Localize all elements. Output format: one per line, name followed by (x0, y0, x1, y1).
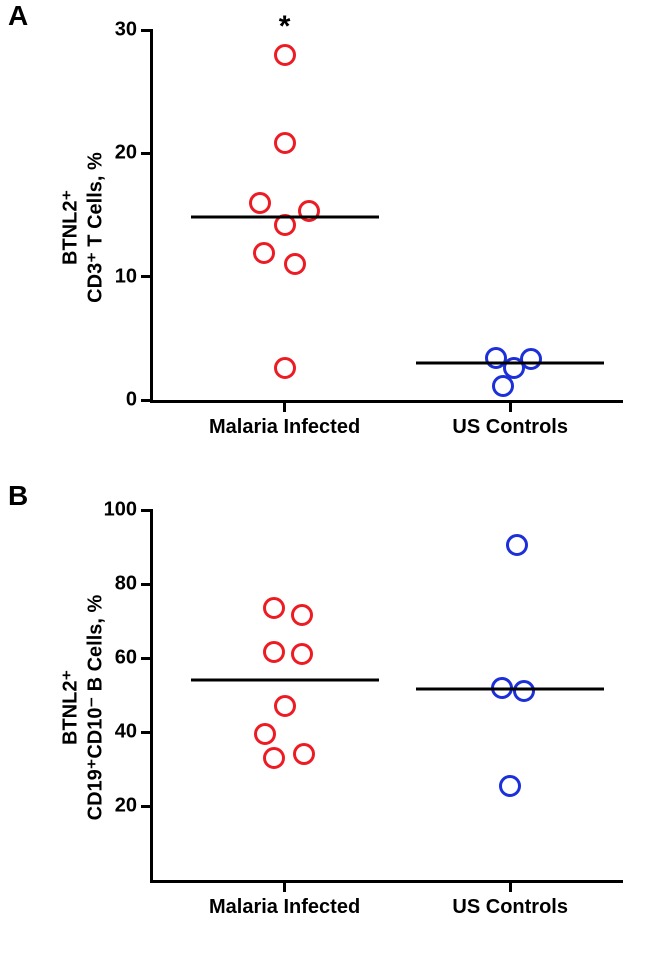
data-point (293, 743, 315, 765)
panel-b-plot: 20406080100Malaria InfectedUS Controls (150, 510, 623, 883)
x-tick-label: US Controls (452, 416, 568, 439)
data-point (291, 604, 313, 626)
y-tick (141, 399, 153, 402)
y-tick (141, 509, 153, 512)
y-tick (141, 29, 153, 32)
data-point (254, 723, 276, 745)
x-tick (283, 880, 286, 892)
x-tick-label: Malaria Infected (209, 416, 360, 439)
panel-a-label: A (8, 0, 28, 32)
y-tick-label: 0 (126, 389, 137, 412)
y-tick (141, 275, 153, 278)
panel-b-label: B (8, 480, 28, 512)
data-point (249, 192, 271, 214)
x-tick-label: US Controls (452, 896, 568, 919)
data-point (506, 534, 528, 556)
y-tick-label: 10 (115, 265, 137, 288)
significance-marker: * (279, 10, 291, 44)
data-point (513, 680, 535, 702)
y-tick-label: 40 (115, 721, 137, 744)
data-point (492, 375, 514, 397)
y-tick-label: 80 (115, 573, 137, 596)
panel-a-yaxis-label-1: BTNL2⁺ (58, 128, 83, 328)
median-line (191, 679, 379, 682)
x-tick-label: Malaria Infected (209, 896, 360, 919)
panel-b-yaxis-label-1: BTNL2⁺ (58, 588, 83, 828)
data-point (274, 695, 296, 717)
median-line (416, 688, 604, 691)
y-tick-label: 30 (115, 19, 137, 42)
y-tick (141, 152, 153, 155)
y-tick (141, 805, 153, 808)
data-point (263, 641, 285, 663)
y-tick-label: 20 (115, 142, 137, 165)
median-line (191, 216, 379, 219)
data-point (274, 44, 296, 66)
data-point (499, 775, 521, 797)
data-point (298, 200, 320, 222)
panel-a-plot: 0102030Malaria InfectedUS Controls* (150, 30, 623, 403)
data-point (274, 357, 296, 379)
panel-b-yaxis-label-2: CD19⁺CD10⁻ B Cells, % (83, 588, 108, 828)
y-tick-label: 60 (115, 647, 137, 670)
x-tick (509, 400, 512, 412)
y-tick-label: 100 (104, 499, 137, 522)
data-point (274, 132, 296, 154)
figure: A 0102030Malaria InfectedUS Controls* BT… (0, 0, 653, 966)
x-tick (283, 400, 286, 412)
median-line (416, 362, 604, 365)
y-tick (141, 657, 153, 660)
data-point (284, 253, 306, 275)
panel-a-yaxis-label-2: CD3⁺ T Cells, % (83, 128, 108, 328)
x-tick (509, 880, 512, 892)
data-point (263, 747, 285, 769)
data-point (263, 597, 285, 619)
y-tick (141, 731, 153, 734)
data-point (253, 242, 275, 264)
y-tick (141, 583, 153, 586)
y-tick-label: 20 (115, 795, 137, 818)
data-point (291, 643, 313, 665)
